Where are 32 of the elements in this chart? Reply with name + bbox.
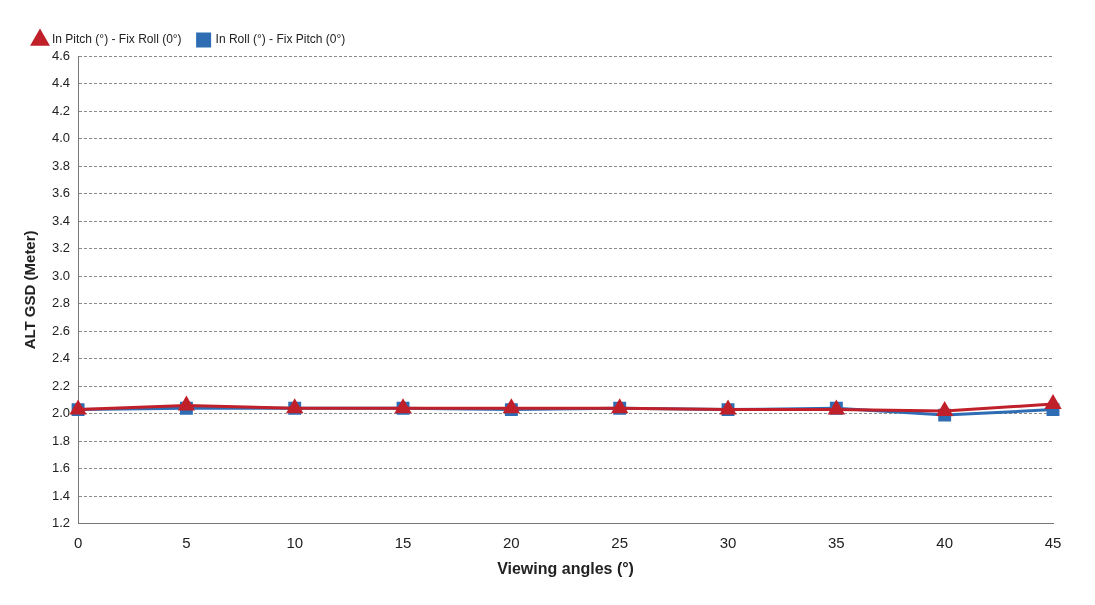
y-tick-label: 1.2: [51, 515, 71, 531]
y-tick-label: 3.0: [51, 267, 71, 283]
y-tick-label: 2.6: [51, 322, 71, 338]
y-tick-label: 2.4: [51, 350, 71, 366]
x-tick-label: 0: [73, 533, 83, 551]
y-tick-label: 3.8: [51, 157, 71, 173]
y-tick-label: 1.6: [51, 460, 71, 476]
x-tick-label: 5: [182, 533, 191, 551]
y-tick-label: 4.6: [51, 47, 71, 63]
y-tick-label: 1.8: [51, 432, 71, 448]
y-tick-label: 4.2: [51, 102, 71, 118]
y-tick-label: 4.0: [51, 130, 71, 146]
x-tick-label: 35: [828, 533, 845, 551]
y-tick-label: 3.4: [51, 212, 71, 228]
x-tick-label: 20: [503, 533, 520, 551]
y-axis-title: ALT GSD (Meter): [21, 230, 39, 350]
y-tick-label: 4.4: [51, 75, 71, 91]
x-tick-label: 40: [936, 533, 954, 551]
legend-label: In Roll (°) - Fix Pitch (0°): [215, 32, 346, 47]
y-tick-label: 2.2: [51, 377, 71, 393]
y-tick-label: 1.4: [51, 487, 71, 503]
y-tick-label: 2.8: [51, 295, 71, 311]
x-tick-label: 45: [1044, 533, 1062, 551]
y-tick-label: 3.2: [51, 240, 71, 256]
x-tick-label: 30: [719, 533, 737, 551]
y-tick-label: 2.0: [51, 405, 71, 421]
x-tick-label: 10: [286, 533, 304, 551]
x-axis-title: Viewing angles (°): [497, 559, 634, 577]
legend-label: In Pitch (°) - Fix Roll (0°): [52, 32, 182, 47]
x-tick-label: 25: [611, 533, 629, 551]
y-tick-label: 3.6: [51, 185, 71, 201]
x-tick-label: 15: [394, 533, 412, 551]
